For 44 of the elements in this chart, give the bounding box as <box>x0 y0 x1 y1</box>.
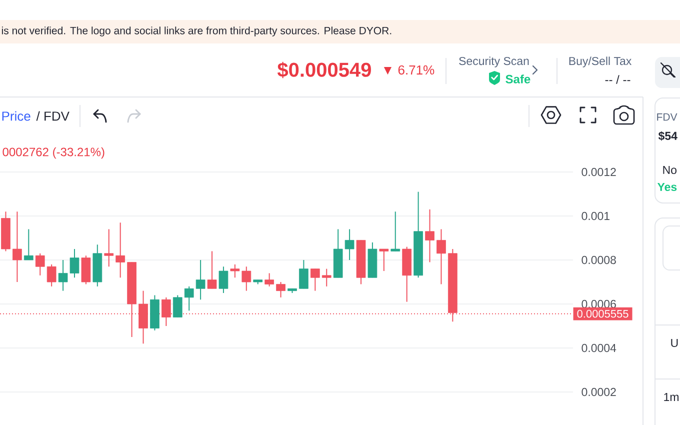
candlestick <box>184 286 194 312</box>
y-tick-label: 0.0004 <box>582 344 616 352</box>
text: Safe <box>506 74 530 84</box>
text: Security Scan <box>459 56 529 68</box>
candlestick <box>436 228 446 285</box>
candlestick <box>322 268 332 287</box>
candlestick <box>218 266 228 294</box>
text: -- / -- <box>605 75 630 84</box>
ref-line-label: 0.0005555 <box>577 310 628 318</box>
text: is not verified. The logo and social links are from third-party sources. Please DYOR. <box>2 26 392 36</box>
chart-subtitle: ▼ 6.71% <box>384 65 434 75</box>
candlestick <box>299 260 308 290</box>
text: FDV <box>657 113 678 121</box>
candlestick <box>196 260 206 300</box>
candlestick <box>425 208 434 263</box>
text: Price <box>2 111 30 121</box>
text: / FDV <box>36 111 70 121</box>
text: U <box>671 338 678 348</box>
candlestick <box>264 272 274 287</box>
candlestick <box>35 252 45 276</box>
text: Yes <box>657 182 677 192</box>
y-tick-label: 0.0012 <box>582 168 616 176</box>
candlestick <box>207 250 217 290</box>
candlestick <box>12 211 22 283</box>
candlestick <box>310 268 320 292</box>
text: Buy/Sell Tax <box>569 56 632 68</box>
text: No <box>663 166 676 174</box>
candlestick <box>172 294 182 318</box>
candlestick <box>24 228 34 261</box>
candlestick <box>390 211 400 252</box>
candlestick <box>230 264 240 278</box>
text: 1m <box>664 393 678 401</box>
candlestick <box>46 264 56 287</box>
chart-title: $0.000549 <box>277 62 371 78</box>
y-tick-label: 0.001 <box>582 212 610 220</box>
candlestick <box>116 222 126 278</box>
candlestick <box>242 266 252 292</box>
candlestick <box>379 248 389 272</box>
candlestick <box>276 282 286 298</box>
y-tick-label: 0.0002 <box>582 388 616 396</box>
candlestick <box>104 228 114 268</box>
text: $54 <box>658 131 678 141</box>
y-tick-label: 0.0008 <box>582 256 616 264</box>
text: 0002762 (-33.21%) <box>2 147 104 159</box>
